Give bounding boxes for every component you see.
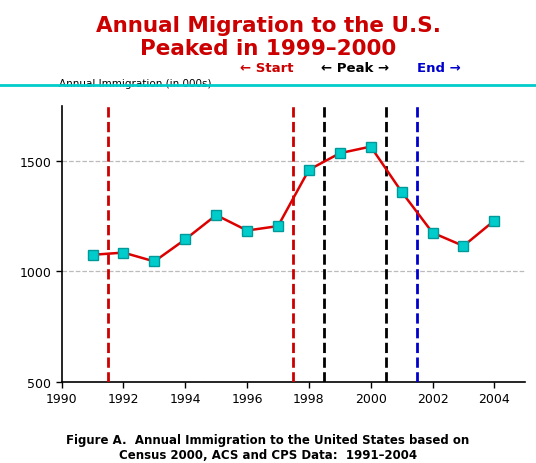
Text: Annual Migration to the U.S.: Annual Migration to the U.S.	[95, 16, 441, 36]
Text: ← Start: ← Start	[240, 62, 294, 75]
Text: ← Peak →: ← Peak →	[321, 62, 389, 75]
Text: Peaked in 1999–2000: Peaked in 1999–2000	[140, 39, 396, 59]
Text: Annual Immigration (in 000s): Annual Immigration (in 000s)	[59, 79, 212, 88]
Text: End →: End →	[417, 62, 461, 75]
Text: Figure A.  Annual Immigration to the United States based on
Census 2000, ACS and: Figure A. Annual Immigration to the Unit…	[66, 433, 470, 461]
